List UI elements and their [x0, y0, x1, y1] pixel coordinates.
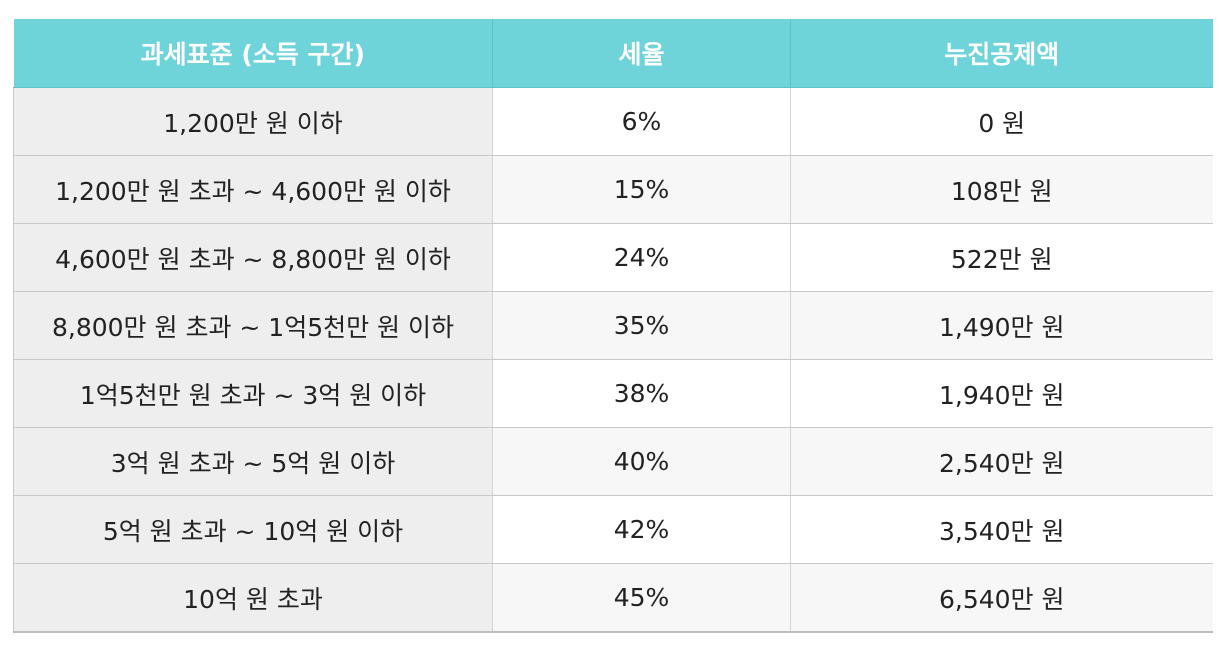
bracket-cell: 5억 원 초과 ~ 10억 원 이하 [13, 495, 493, 564]
deduction-cell: 1,940만 원 [790, 359, 1213, 428]
rate-cell: 38% [492, 359, 791, 428]
deduction-cell: 522만 원 [790, 223, 1213, 292]
bracket-cell: 1,200만 원 초과 ~ 4,600만 원 이하 [13, 155, 493, 224]
deduction-cell: 2,540만 원 [790, 427, 1213, 496]
table-row: 3억 원 초과 ~ 5억 원 이하 40% 2,540만 원 [13, 427, 1213, 496]
bracket-cell: 1억5천만 원 초과 ~ 3억 원 이하 [13, 359, 493, 428]
table-row: 4,600만 원 초과 ~ 8,800만 원 이하 24% 522만 원 [13, 223, 1213, 292]
bracket-cell: 3억 원 초과 ~ 5억 원 이하 [13, 427, 493, 496]
header-tax-base: 과세표준 (소득 구간) [13, 19, 493, 88]
table-row: 1억5천만 원 초과 ~ 3억 원 이하 38% 1,940만 원 [13, 359, 1213, 428]
rate-cell: 42% [492, 495, 791, 564]
deduction-cell: 1,490만 원 [790, 291, 1213, 360]
rate-cell: 6% [492, 87, 791, 156]
rate-cell: 24% [492, 223, 791, 292]
tax-rate-table: 과세표준 (소득 구간) 세율 누진공제액 1,200만 원 이하 6% 0 원… [13, 19, 1213, 633]
bracket-cell: 8,800만 원 초과 ~ 1억5천만 원 이하 [13, 291, 493, 360]
rate-cell: 35% [492, 291, 791, 360]
header-tax-rate: 세율 [492, 19, 791, 88]
table-row: 10억 원 초과 45% 6,540만 원 [13, 563, 1213, 633]
table-header-row: 과세표준 (소득 구간) 세율 누진공제액 [13, 19, 1213, 88]
deduction-cell: 108만 원 [790, 155, 1213, 224]
deduction-cell: 6,540만 원 [790, 563, 1213, 633]
bracket-cell: 4,600만 원 초과 ~ 8,800만 원 이하 [13, 223, 493, 292]
rate-cell: 45% [492, 563, 791, 633]
deduction-cell: 0 원 [790, 87, 1213, 156]
header-progressive-deduction: 누진공제액 [790, 19, 1213, 88]
table-row: 1,200만 원 이하 6% 0 원 [13, 87, 1213, 156]
bracket-cell: 10억 원 초과 [13, 563, 493, 633]
table-row: 1,200만 원 초과 ~ 4,600만 원 이하 15% 108만 원 [13, 155, 1213, 224]
table-row: 8,800만 원 초과 ~ 1억5천만 원 이하 35% 1,490만 원 [13, 291, 1213, 360]
rate-cell: 40% [492, 427, 791, 496]
table-row: 5억 원 초과 ~ 10억 원 이하 42% 3,540만 원 [13, 495, 1213, 564]
bracket-cell: 1,200만 원 이하 [13, 87, 493, 156]
rate-cell: 15% [492, 155, 791, 224]
deduction-cell: 3,540만 원 [790, 495, 1213, 564]
